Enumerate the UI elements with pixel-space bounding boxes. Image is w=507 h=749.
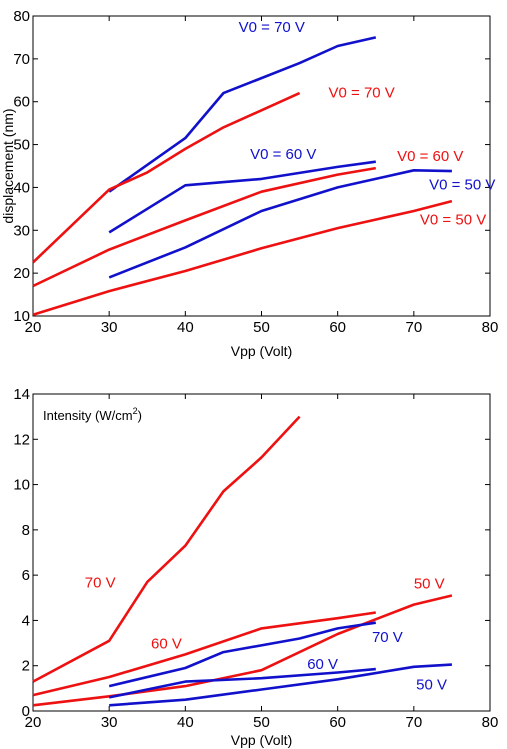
series-label-blue: V0 = 50 V — [429, 177, 495, 194]
x-tick-label: 40 — [177, 319, 194, 336]
x-tick-label: 40 — [177, 714, 194, 731]
plot-frame — [33, 394, 490, 711]
series-label-red: V0 = 50 V — [420, 212, 486, 229]
series-line-blue-070v — [109, 37, 376, 191]
intensity-unit-text: Intensity (W/cm — [43, 408, 133, 423]
y-tick-label: 30 — [13, 222, 30, 239]
x-tick-label: 50 — [253, 319, 270, 336]
plot-frame — [33, 16, 490, 316]
series-label-blue: V0 = 60 V — [250, 146, 316, 163]
y-tick-label: 0 — [22, 703, 30, 720]
x-tick-label: 80 — [482, 319, 499, 336]
series-line-red-070v — [33, 93, 300, 262]
series-line-red-050v — [33, 201, 452, 315]
y-tick-label: 12 — [13, 431, 30, 448]
x-tick-label: 50 — [253, 714, 270, 731]
y-axis-label: displacement (nm) — [0, 108, 16, 223]
x-tick-label: 70 — [405, 714, 422, 731]
series-label-blue: 60 V — [307, 656, 338, 673]
y-tick-label: 8 — [22, 522, 30, 539]
series-label-blue: 50 V — [416, 676, 447, 693]
series-label-red: 70 V — [85, 575, 116, 592]
y-tick-label: 20 — [13, 265, 30, 282]
series-line-red-50v — [33, 596, 452, 706]
series-label-red: V0 = 70 V — [329, 84, 395, 101]
y-tick-label: 6 — [22, 567, 30, 584]
y-tick-label: 80 — [13, 8, 30, 25]
x-tick-label: 80 — [482, 714, 499, 731]
x-axis-label: Vpp (Volt) — [231, 343, 292, 359]
intensity-unit-label: Intensity (W/cm2) — [43, 406, 142, 423]
series-line-blue-70v — [109, 623, 376, 686]
series-line-red-060v — [33, 168, 376, 286]
y-tick-label: 10 — [13, 477, 30, 494]
series-line-blue-50v — [109, 665, 452, 706]
x-tick-label: 60 — [329, 319, 346, 336]
y-tick-label: 4 — [22, 612, 30, 629]
series-label-blue: V0 = 70 V — [239, 19, 305, 36]
y-tick-label: 70 — [13, 51, 30, 68]
x-tick-label: 70 — [405, 319, 422, 336]
series-label-red: V0 = 60 V — [397, 148, 463, 165]
x-tick-label: 60 — [329, 714, 346, 731]
x-axis-label: Vpp (Volt) — [231, 732, 292, 748]
intensity-unit-suffix: ) — [138, 408, 142, 423]
y-tick-label: 2 — [22, 658, 30, 675]
y-tick-label: 10 — [13, 308, 30, 325]
series-label-blue: 70 V — [372, 629, 403, 646]
x-tick-label: 30 — [101, 714, 118, 731]
series-label-red: 50 V — [414, 576, 445, 593]
x-tick-label: 30 — [101, 319, 118, 336]
y-tick-label: 14 — [13, 386, 30, 403]
y-tick-label: 60 — [13, 94, 30, 111]
series-label-red: 60 V — [151, 636, 182, 653]
